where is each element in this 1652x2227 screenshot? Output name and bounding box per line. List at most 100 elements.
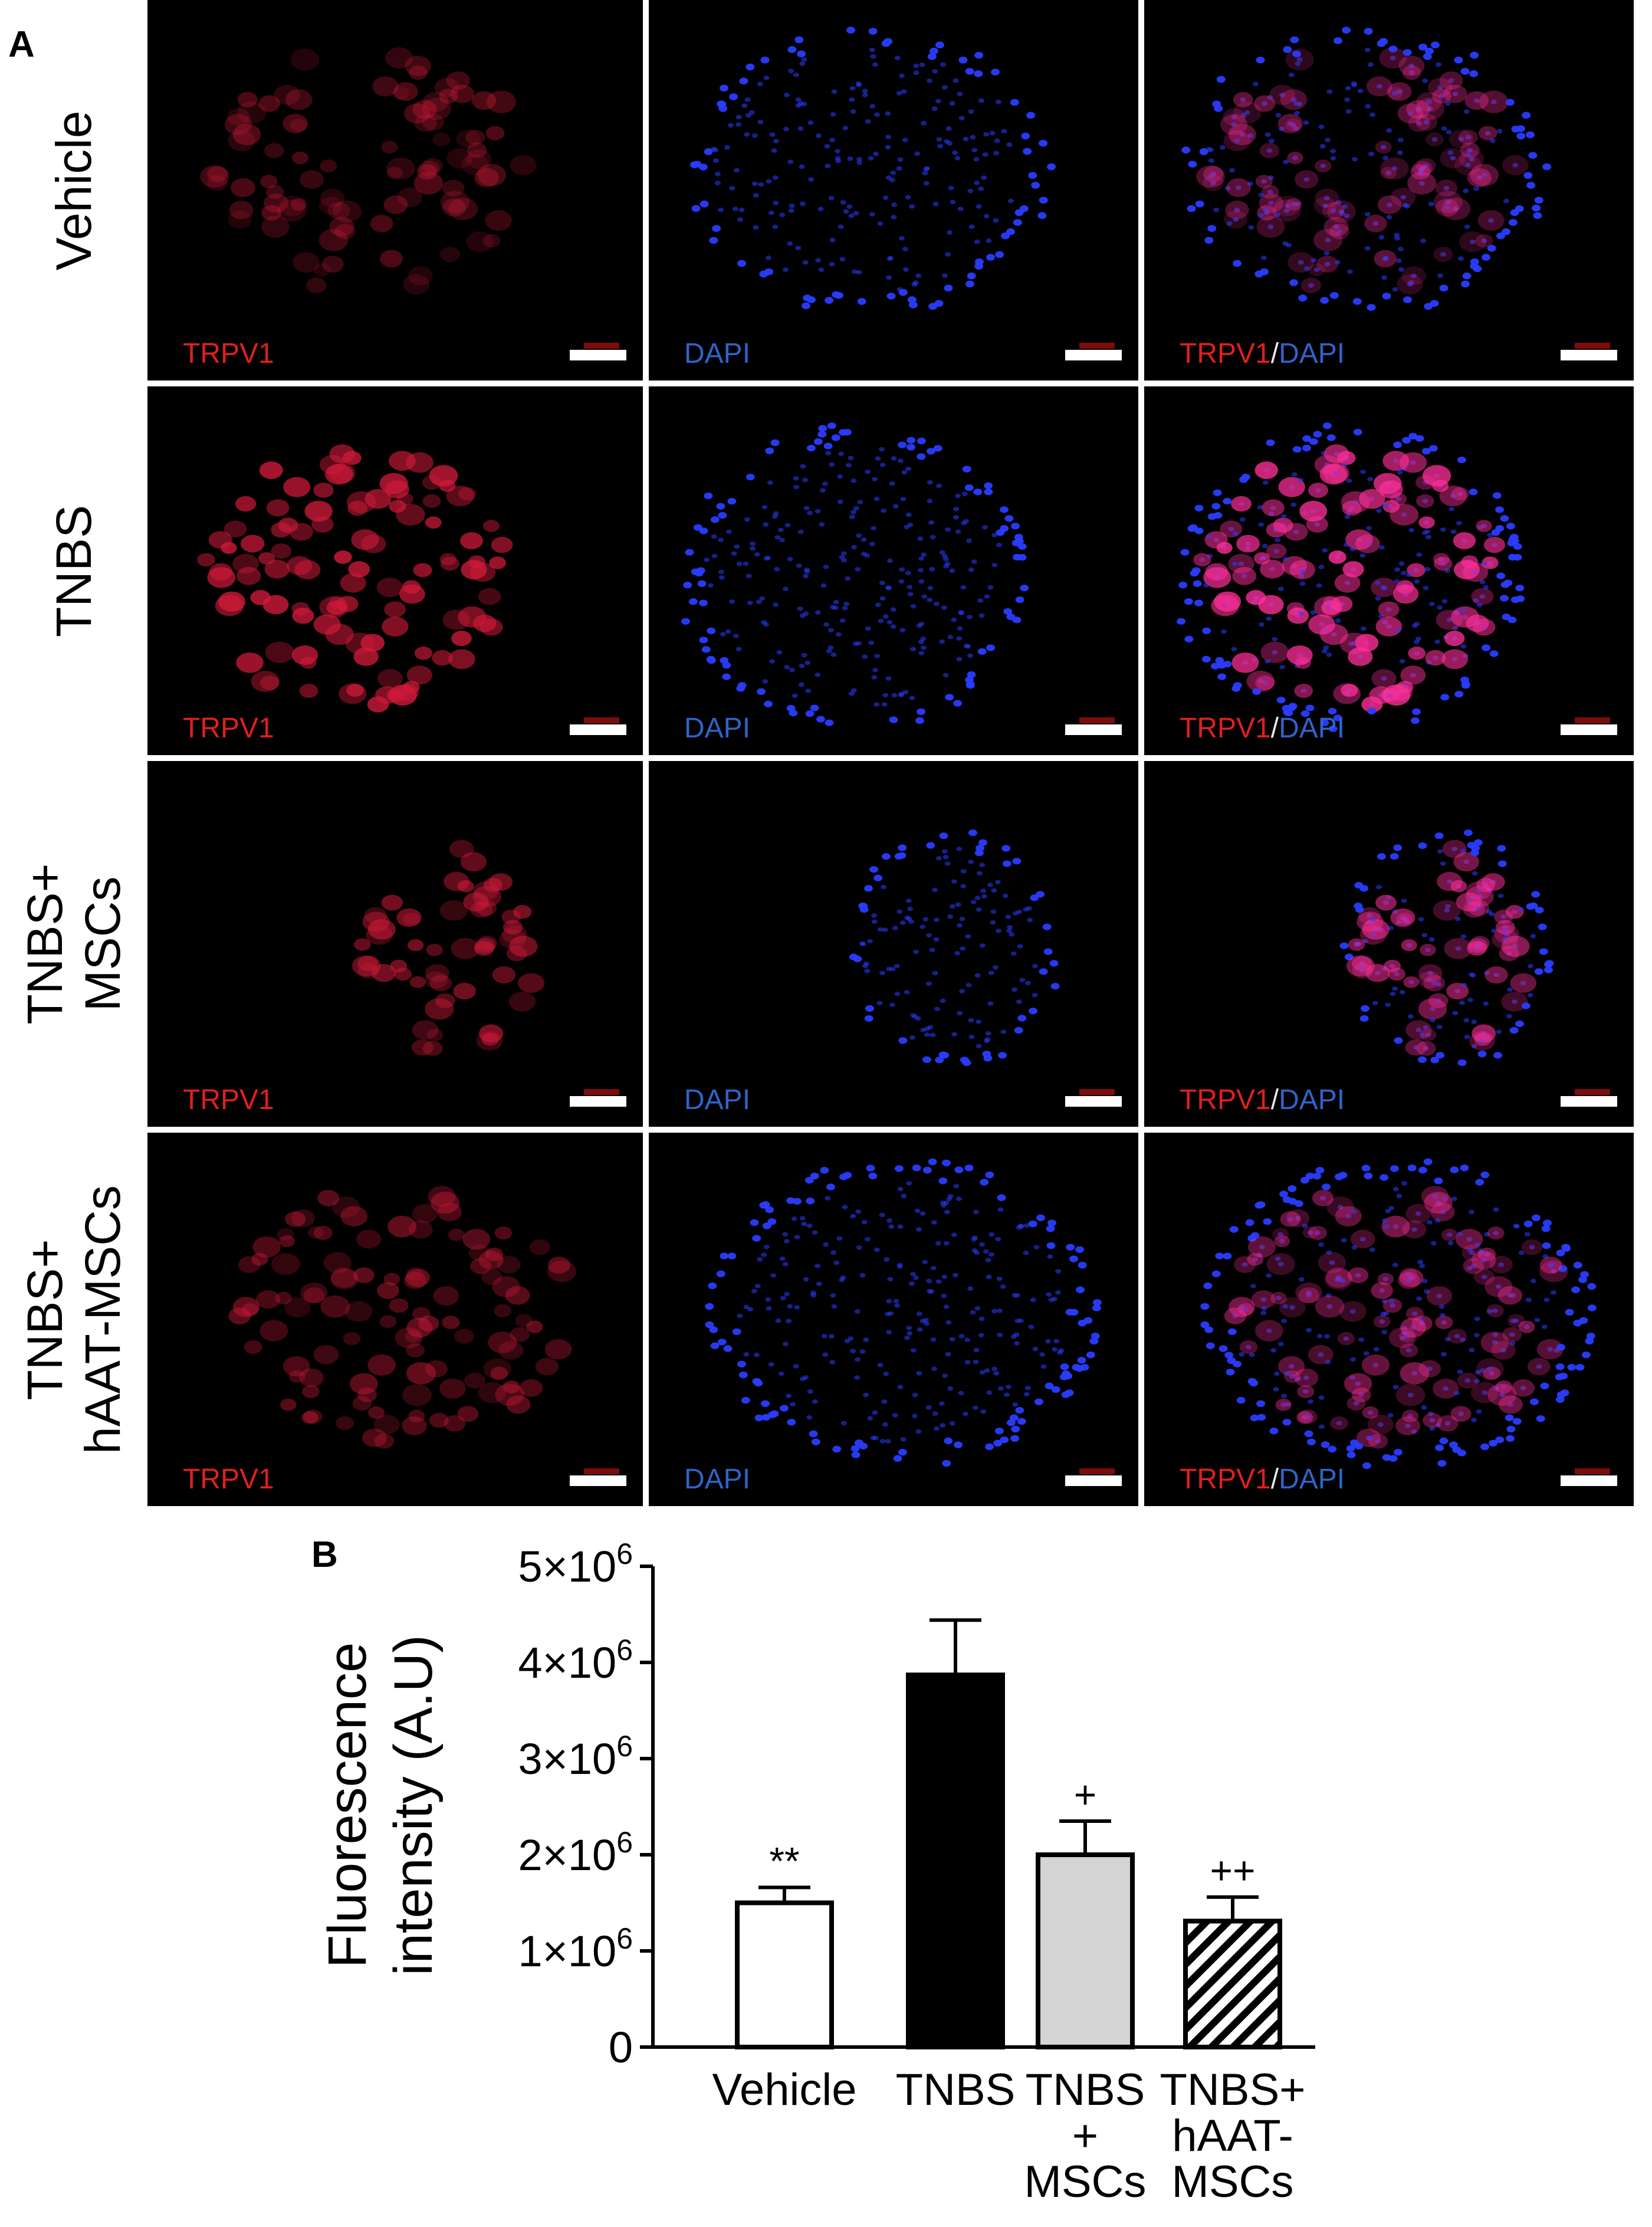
trpv1-label: TRPV1 <box>1180 1084 1271 1116</box>
channel-separator: / <box>1270 1084 1279 1116</box>
row-label-line: hAAT-MSCs <box>75 1185 130 1454</box>
channel-separator: / <box>1270 1464 1279 1495</box>
micrograph-dapi: DAPI <box>649 1133 1138 1506</box>
micrograph-trpv1: TRPV1 <box>147 761 643 1127</box>
micrograph-merge: TRPV1/DAPI <box>1144 0 1634 381</box>
x-tick-label: TNBS <box>896 2065 1016 2115</box>
scale-bar-text <box>584 717 619 723</box>
tissue-image <box>1200 1158 1597 1470</box>
scale-bar <box>1561 1475 1617 1486</box>
y-tick-label: 4×106 <box>518 1634 633 1687</box>
x-tick-label: TNBS + MSCs <box>1024 2065 1147 2207</box>
scale-bar <box>1065 1096 1122 1107</box>
micrograph-trpv1: TRPV1 <box>147 386 643 755</box>
micrograph-merge: TRPV1/DAPI <box>1144 386 1634 755</box>
fluorescence-bar-chart: 0 1×106 2×106 3×106 4×106 5×106 Fluorescence in… <box>317 1537 1315 2207</box>
y-tick-label: 1×106 <box>518 1922 633 1976</box>
row-label-line: Vehicle <box>46 110 101 270</box>
bar <box>906 1672 1005 2049</box>
channel-label: DAPI <box>684 337 750 370</box>
tissue-image <box>352 839 545 1056</box>
row-label: TNBS <box>27 388 121 754</box>
micrograph-trpv1: TRPV1 <box>147 0 643 381</box>
scale-bar <box>570 1475 626 1486</box>
scale-bar <box>1561 350 1617 360</box>
tissue-image <box>1181 27 1552 311</box>
row-label-line: TNBS+ <box>17 1238 73 1401</box>
significance-marker: + <box>1074 1773 1097 1816</box>
channel-separator: / <box>1270 713 1279 744</box>
y-tick-label: 3×106 <box>518 1730 633 1783</box>
dapi-label: DAPI <box>684 338 751 369</box>
micrograph-trpv1: TRPV1 <box>147 1133 643 1506</box>
significance-marker: ++ <box>1210 1849 1255 1893</box>
scale-bar-text <box>1079 1089 1115 1095</box>
scale-bar-text <box>1575 717 1610 723</box>
channel-label: TRPV1 <box>183 1084 274 1116</box>
x-tick-label: Vehicle <box>712 2065 856 2115</box>
scale-bar-text <box>1079 717 1115 723</box>
trpv1-label: TRPV1 <box>183 1084 274 1116</box>
microscopy-image-grid: TRPV1 DAPI TRPV1/DAPI TRPV1 DAPI TRPV1/DAPI TR… <box>147 0 1634 1506</box>
scale-bar-text <box>1575 1468 1610 1474</box>
bar <box>1183 1918 1282 2049</box>
scale-bar-text <box>584 1468 619 1474</box>
panel-a-letter: A <box>8 24 35 65</box>
row-label: TNBS+ hAAT-MSCs <box>17 1137 130 1503</box>
scale-bar-text <box>584 1089 619 1095</box>
dapi-label: DAPI <box>1279 1464 1345 1495</box>
scale-bar-text <box>1079 1468 1115 1474</box>
dapi-label: DAPI <box>1279 713 1345 744</box>
scale-bar <box>570 350 626 360</box>
trpv1-label: TRPV1 <box>1180 713 1271 744</box>
micrograph-dapi: DAPI <box>649 0 1138 381</box>
tissue-image <box>1177 422 1525 732</box>
row-label: Vehicle <box>27 8 121 373</box>
scale-bar <box>1561 724 1617 735</box>
row-label: TNBS+ MSCs <box>17 761 130 1127</box>
bar <box>1036 1852 1135 2049</box>
micrograph-merge: TRPV1/DAPI <box>1144 761 1634 1127</box>
panel-b-letter: B <box>311 1534 338 1575</box>
row-label-line: TNBS+ <box>17 863 73 1025</box>
tissue-image <box>705 1158 1102 1467</box>
channel-label: DAPI <box>684 1084 750 1116</box>
channel-label: TRPV1/DAPI <box>1180 1463 1345 1495</box>
scale-bar <box>1065 350 1122 360</box>
scale-bar-text <box>584 343 619 349</box>
channel-label: DAPI <box>684 712 750 744</box>
micrograph-dapi: DAPI <box>649 761 1138 1127</box>
tissue-image <box>197 444 513 713</box>
tissue-image <box>228 1186 577 1449</box>
y-axis-label: Fluorescence intensity (A.U) <box>317 1635 444 1976</box>
trpv1-label: TRPV1 <box>183 1464 274 1495</box>
scale-bar <box>1561 1096 1617 1107</box>
tissue-image <box>1339 829 1554 1067</box>
dapi-label: DAPI <box>1279 338 1345 369</box>
tissue-image <box>200 47 537 295</box>
scale-bar-text <box>1575 343 1610 349</box>
micrograph-dapi: DAPI <box>649 386 1138 755</box>
channel-label: TRPV1 <box>183 337 274 370</box>
channel-separator: / <box>1270 338 1279 369</box>
y-tick-label: 2×106 <box>518 1826 633 1880</box>
scale-bar <box>570 724 626 735</box>
micrograph-merge: TRPV1/DAPI <box>1144 1133 1634 1506</box>
trpv1-label: TRPV1 <box>1180 1464 1271 1495</box>
dapi-label: DAPI <box>684 1084 751 1116</box>
trpv1-label: TRPV1 <box>183 338 274 369</box>
y-tick-label: 0 <box>609 2023 633 2072</box>
dapi-label: DAPI <box>1279 1084 1345 1116</box>
scale-bar <box>570 1096 626 1107</box>
dapi-label: DAPI <box>684 1464 751 1495</box>
tissue-image <box>849 829 1060 1067</box>
channel-label: TRPV1/DAPI <box>1180 712 1345 744</box>
bar <box>735 1900 834 2049</box>
tissue-image <box>689 27 1056 310</box>
significance-marker: ** <box>769 1839 799 1882</box>
channel-label: TRPV1 <box>183 712 274 744</box>
tissue-image <box>681 422 1029 726</box>
trpv1-label: TRPV1 <box>183 713 274 744</box>
trpv1-label: TRPV1 <box>1180 338 1271 369</box>
channel-label: TRPV1 <box>183 1463 274 1495</box>
